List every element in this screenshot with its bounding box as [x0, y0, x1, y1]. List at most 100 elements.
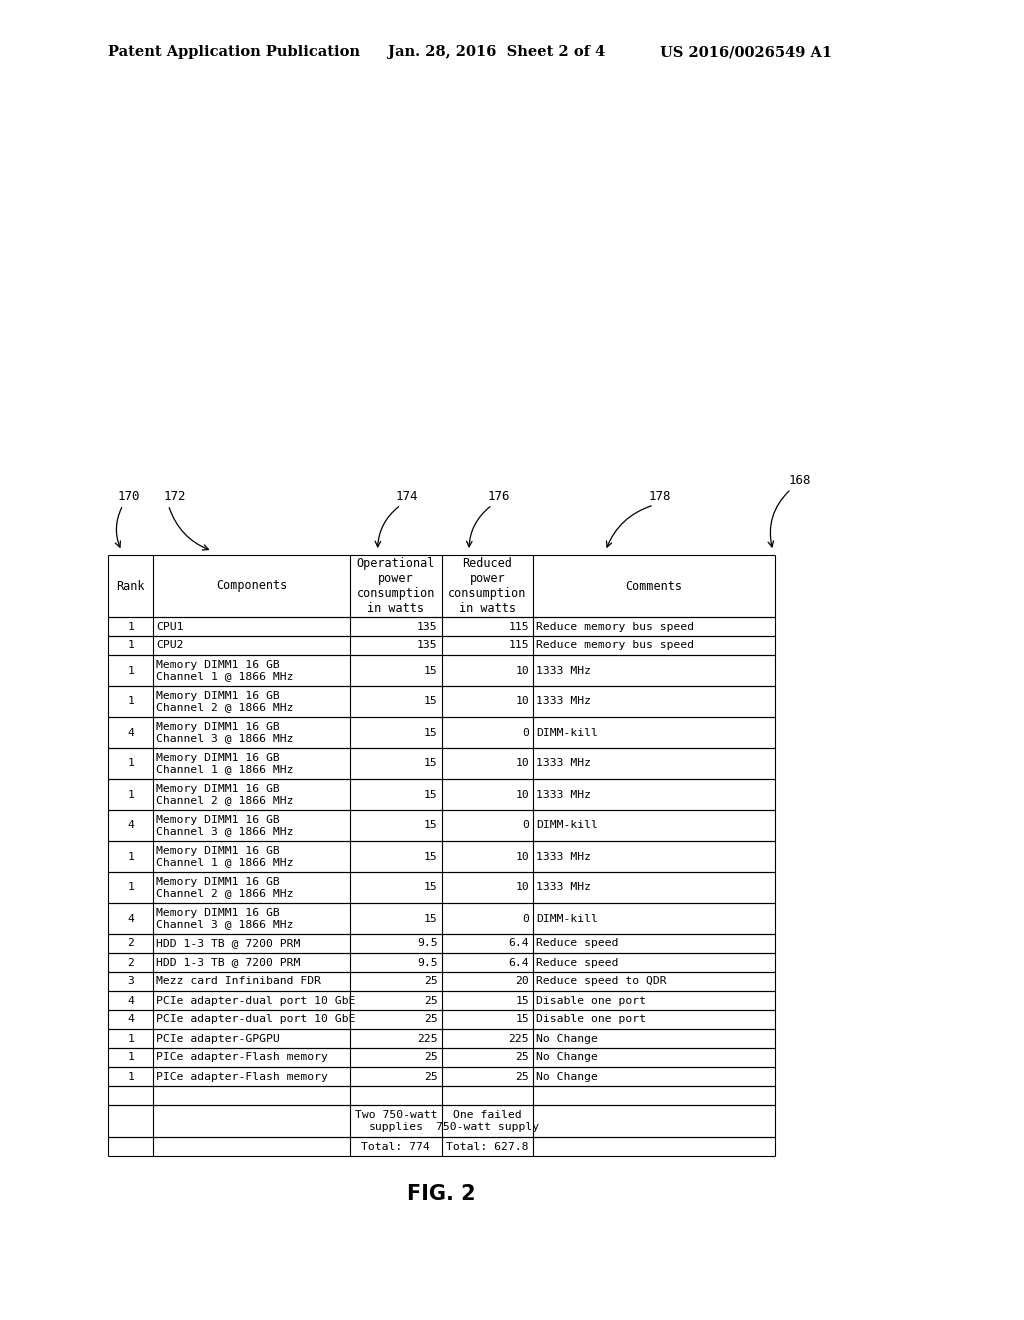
Text: Reduce speed: Reduce speed — [536, 957, 618, 968]
Text: 225: 225 — [508, 1034, 528, 1044]
Text: 1: 1 — [127, 697, 134, 706]
Text: No Change: No Change — [536, 1072, 598, 1081]
Text: 0: 0 — [522, 913, 528, 924]
Text: Reduce memory bus speed: Reduce memory bus speed — [536, 640, 694, 651]
Text: Reduced
power
consumption
in watts: Reduced power consumption in watts — [449, 557, 526, 615]
Text: HDD 1-3 TB @ 7200 PRM: HDD 1-3 TB @ 7200 PRM — [157, 957, 301, 968]
Text: 25: 25 — [424, 1052, 437, 1063]
Text: PCIe adapter-dual port 10 GbE: PCIe adapter-dual port 10 GbE — [157, 1015, 355, 1024]
Text: DIMM-kill: DIMM-kill — [536, 913, 598, 924]
Text: 135: 135 — [417, 640, 437, 651]
Text: 2: 2 — [127, 957, 134, 968]
Text: HDD 1-3 TB @ 7200 PRM: HDD 1-3 TB @ 7200 PRM — [157, 939, 301, 949]
Text: Mezz card Infiniband FDR: Mezz card Infiniband FDR — [157, 977, 322, 986]
Text: 10: 10 — [515, 883, 528, 892]
Text: Total: 627.8: Total: 627.8 — [445, 1142, 528, 1151]
Text: Comments: Comments — [626, 579, 682, 593]
Text: 15: 15 — [424, 913, 437, 924]
Text: 15: 15 — [424, 727, 437, 738]
Text: 10: 10 — [515, 759, 528, 768]
Text: 15: 15 — [515, 1015, 528, 1024]
Text: No Change: No Change — [536, 1052, 598, 1063]
Text: Memory DIMM1 16 GB
Channel 1 @ 1866 MHz: Memory DIMM1 16 GB Channel 1 @ 1866 MHz — [157, 752, 294, 775]
Text: Memory DIMM1 16 GB
Channel 2 @ 1866 MHz: Memory DIMM1 16 GB Channel 2 @ 1866 MHz — [157, 876, 294, 899]
Text: FIG. 2: FIG. 2 — [408, 1184, 476, 1204]
Text: DIMM-kill: DIMM-kill — [536, 727, 598, 738]
Text: Memory DIMM1 16 GB
Channel 1 @ 1866 MHz: Memory DIMM1 16 GB Channel 1 @ 1866 MHz — [157, 846, 294, 867]
Text: 15: 15 — [515, 995, 528, 1006]
Text: 9.5: 9.5 — [417, 957, 437, 968]
Text: Memory DIMM1 16 GB
Channel 2 @ 1866 MHz: Memory DIMM1 16 GB Channel 2 @ 1866 MHz — [157, 690, 294, 713]
Text: 174: 174 — [396, 490, 419, 503]
Text: 1333 MHz: 1333 MHz — [536, 851, 591, 862]
Text: 1: 1 — [127, 789, 134, 800]
Text: Jan. 28, 2016  Sheet 2 of 4: Jan. 28, 2016 Sheet 2 of 4 — [388, 45, 605, 59]
Text: 15: 15 — [424, 759, 437, 768]
Text: Memory DIMM1 16 GB
Channel 3 @ 1866 MHz: Memory DIMM1 16 GB Channel 3 @ 1866 MHz — [157, 814, 294, 837]
Text: Operational
power
consumption
in watts: Operational power consumption in watts — [356, 557, 435, 615]
Text: US 2016/0026549 A1: US 2016/0026549 A1 — [660, 45, 833, 59]
Text: 0: 0 — [522, 821, 528, 830]
Text: 4: 4 — [127, 1015, 134, 1024]
Text: 1: 1 — [127, 1034, 134, 1044]
Text: 4: 4 — [127, 913, 134, 924]
Text: 3: 3 — [127, 977, 134, 986]
Text: 25: 25 — [424, 995, 437, 1006]
Text: 15: 15 — [424, 851, 437, 862]
Text: 25: 25 — [424, 977, 437, 986]
Text: Components: Components — [216, 579, 288, 593]
Text: 1: 1 — [127, 665, 134, 676]
Text: 172: 172 — [164, 490, 186, 503]
Text: PICe adapter-Flash memory: PICe adapter-Flash memory — [157, 1052, 329, 1063]
Text: 1: 1 — [127, 1072, 134, 1081]
Text: 168: 168 — [790, 474, 811, 487]
Text: Memory DIMM1 16 GB
Channel 3 @ 1866 MHz: Memory DIMM1 16 GB Channel 3 @ 1866 MHz — [157, 722, 294, 743]
Text: CPU2: CPU2 — [157, 640, 184, 651]
Text: 4: 4 — [127, 995, 134, 1006]
Text: 1: 1 — [127, 759, 134, 768]
Text: 15: 15 — [424, 883, 437, 892]
Text: Memory DIMM1 16 GB
Channel 3 @ 1866 MHz: Memory DIMM1 16 GB Channel 3 @ 1866 MHz — [157, 908, 294, 929]
Text: Disable one port: Disable one port — [536, 995, 646, 1006]
Text: 6.4: 6.4 — [508, 939, 528, 949]
Text: Reduce speed to QDR: Reduce speed to QDR — [536, 977, 667, 986]
Text: CPU1: CPU1 — [157, 622, 184, 631]
Text: 6.4: 6.4 — [508, 957, 528, 968]
Text: 0: 0 — [522, 727, 528, 738]
Text: 25: 25 — [515, 1072, 528, 1081]
Text: 178: 178 — [649, 490, 672, 503]
Text: 15: 15 — [424, 697, 437, 706]
Text: 2: 2 — [127, 939, 134, 949]
Text: 135: 135 — [417, 622, 437, 631]
Text: DIMM-kill: DIMM-kill — [536, 821, 598, 830]
Text: 9.5: 9.5 — [417, 939, 437, 949]
Text: 1: 1 — [127, 640, 134, 651]
Text: Reduce memory bus speed: Reduce memory bus speed — [536, 622, 694, 631]
Text: 115: 115 — [508, 640, 528, 651]
Text: Rank: Rank — [117, 579, 145, 593]
Text: Disable one port: Disable one port — [536, 1015, 646, 1024]
Text: 20: 20 — [515, 977, 528, 986]
Text: Memory DIMM1 16 GB
Channel 1 @ 1866 MHz: Memory DIMM1 16 GB Channel 1 @ 1866 MHz — [157, 660, 294, 681]
Text: 1: 1 — [127, 851, 134, 862]
Text: 15: 15 — [424, 821, 437, 830]
Text: No Change: No Change — [536, 1034, 598, 1044]
Text: 1: 1 — [127, 883, 134, 892]
Text: 1333 MHz: 1333 MHz — [536, 665, 591, 676]
Text: 25: 25 — [424, 1015, 437, 1024]
Text: PCIe adapter-dual port 10 GbE: PCIe adapter-dual port 10 GbE — [157, 995, 355, 1006]
Text: 1333 MHz: 1333 MHz — [536, 697, 591, 706]
Text: One failed
750-watt supply: One failed 750-watt supply — [435, 1110, 539, 1131]
Text: 15: 15 — [424, 789, 437, 800]
Text: 1: 1 — [127, 1052, 134, 1063]
Text: 10: 10 — [515, 789, 528, 800]
Text: 4: 4 — [127, 727, 134, 738]
Text: 10: 10 — [515, 665, 528, 676]
Text: Reduce speed: Reduce speed — [536, 939, 618, 949]
Text: Patent Application Publication: Patent Application Publication — [108, 45, 360, 59]
Text: 1333 MHz: 1333 MHz — [536, 759, 591, 768]
Text: 1: 1 — [127, 622, 134, 631]
Text: 1333 MHz: 1333 MHz — [536, 789, 591, 800]
Text: PICe adapter-Flash memory: PICe adapter-Flash memory — [157, 1072, 329, 1081]
Text: 25: 25 — [515, 1052, 528, 1063]
